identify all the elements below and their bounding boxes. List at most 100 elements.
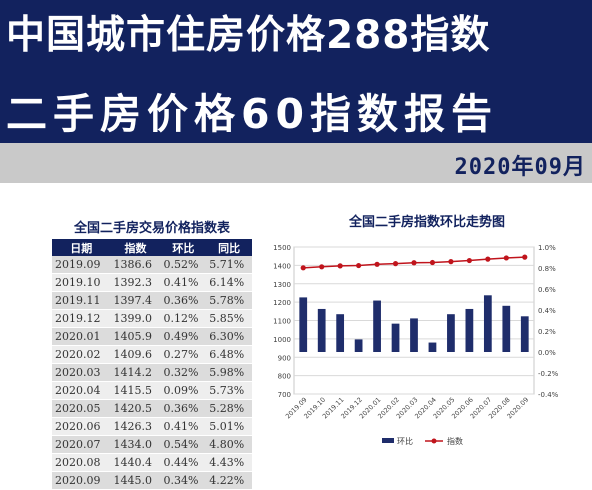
table-row: 2020.05 1420.5 0.36% 5.28% bbox=[52, 399, 252, 418]
bar-mom bbox=[410, 318, 418, 352]
y-right-tick-label: 0.2% bbox=[538, 328, 556, 336]
table-header-row: 日期 指数 环比 同比 bbox=[52, 239, 252, 256]
table-cell: 0.44% bbox=[160, 453, 207, 472]
table-row: 2020.03 1414.2 0.32% 5.98% bbox=[52, 363, 252, 382]
table-cell: 2020.08 bbox=[52, 453, 111, 472]
chart-title: 全国二手房指数环比走势图 bbox=[348, 215, 505, 230]
bar-mom bbox=[317, 308, 326, 352]
table-cell: 6.48% bbox=[206, 345, 252, 364]
table-row: 2020.08 1440.4 0.44% 4.43% bbox=[52, 453, 252, 472]
line-point-index bbox=[429, 259, 436, 266]
table-cell: 2020.04 bbox=[52, 381, 111, 400]
table-row: 2020.02 1409.6 0.27% 6.48% bbox=[52, 345, 252, 364]
table-cell: 1386.6 bbox=[110, 256, 161, 274]
table-cell: 0.41% bbox=[160, 273, 207, 292]
table-cell: 1414.2 bbox=[110, 363, 161, 382]
legend-marker-index bbox=[431, 438, 437, 444]
line-point-index bbox=[392, 261, 399, 267]
legend-label-index: 指数 bbox=[447, 436, 463, 446]
table-body: 2019.09 1386.6 0.52% 5.71% 2019.10 1392.3 0.41… bbox=[52, 256, 252, 490]
line-point-index bbox=[448, 259, 454, 265]
table-cell: 5.28% bbox=[206, 399, 252, 418]
table-cell: 1434.0 bbox=[110, 435, 161, 454]
y-left-tick-label: 1100 bbox=[273, 318, 291, 326]
line-point-index bbox=[411, 260, 417, 266]
table-cell: 1392.3 bbox=[110, 273, 161, 292]
table-row: 2020.07 1434.0 0.54% 4.80% bbox=[52, 435, 252, 454]
bar-mom bbox=[502, 305, 511, 352]
table-cell: 4.80% bbox=[206, 435, 252, 454]
table-cell: 5.98% bbox=[206, 363, 252, 382]
line-point-index bbox=[522, 254, 528, 260]
table-cell: 6.30% bbox=[206, 327, 252, 346]
bar-mom bbox=[391, 323, 400, 352]
date-bar: 2020年09月 bbox=[0, 143, 592, 183]
y-right-tick-label: 1.0% bbox=[538, 244, 556, 252]
table-cell: 5.01% bbox=[206, 417, 252, 436]
table-cell: 0.34% bbox=[160, 471, 207, 490]
y-left-tick-label: 1300 bbox=[273, 281, 291, 289]
table-row: 2020.06 1426.3 0.41% 5.01% bbox=[52, 417, 252, 436]
table-cell: 5.71% bbox=[206, 256, 252, 274]
line-point-index bbox=[466, 257, 472, 264]
bar-mom bbox=[336, 314, 345, 352]
table-cell: 5.73% bbox=[206, 381, 252, 400]
column-header: 日期 bbox=[52, 239, 111, 256]
table-row: 2019.12 1399.0 0.12% 5.85% bbox=[52, 309, 252, 328]
table-cell: 1397.4 bbox=[110, 291, 161, 310]
report-title-line2: 二手房价格60指数报告 bbox=[6, 90, 499, 138]
mom-trend-chart: 700 800 900 1000 1100 1200 1300 1400 1500 -0.4% -0… bbox=[273, 244, 559, 446]
y-left-tick-label: 1000 bbox=[273, 336, 291, 344]
table-cell: 6.14% bbox=[206, 273, 252, 292]
table-cell: 0.09% bbox=[160, 381, 207, 400]
table-cell: 4.22% bbox=[206, 471, 252, 490]
table-cell: 1420.5 bbox=[110, 399, 161, 418]
table-cell: 5.85% bbox=[206, 309, 252, 328]
line-point-index bbox=[300, 265, 306, 271]
bar-mom bbox=[520, 316, 529, 352]
table-cell: 0.54% bbox=[160, 435, 207, 454]
table-row: 2019.10 1392.3 0.41% 6.14% bbox=[52, 273, 252, 292]
table-cell: 1399.0 bbox=[110, 309, 161, 328]
table-cell: 2020.01 bbox=[52, 327, 111, 346]
legend-label-mom: 环比 bbox=[397, 436, 413, 446]
table-cell: 1426.3 bbox=[110, 417, 161, 436]
table-cell: 2020.02 bbox=[52, 345, 111, 364]
table-cell: 1405.9 bbox=[110, 327, 161, 346]
table-cell: 1409.6 bbox=[110, 345, 161, 364]
table-cell: 1445.0 bbox=[110, 471, 161, 490]
bar-mom bbox=[483, 295, 492, 352]
report-title-line1: 中国城市住房价格288指数 bbox=[6, 13, 491, 58]
table-cell: 2020.03 bbox=[52, 363, 111, 382]
table-cell: 0.36% bbox=[160, 399, 207, 418]
table-cell: 2019.10 bbox=[52, 273, 111, 292]
y-left-tick-label: 700 bbox=[278, 391, 291, 399]
y-left-tick-label: 900 bbox=[278, 354, 291, 362]
line-point-index bbox=[374, 261, 380, 267]
table-row: 2019.11 1397.4 0.36% 5.78% bbox=[52, 291, 252, 310]
bar-mom bbox=[354, 339, 363, 352]
table-cell: 0.32% bbox=[160, 363, 207, 382]
report-date: 2020年09月 bbox=[454, 155, 586, 180]
table-cell: 0.41% bbox=[160, 417, 207, 436]
column-header: 同比 bbox=[206, 239, 252, 256]
bar-mom bbox=[428, 342, 437, 352]
y-left-tick-label: 800 bbox=[278, 373, 291, 381]
y-right-tick-label: 0.8% bbox=[538, 265, 556, 273]
y-right-tick-label: -0.4% bbox=[538, 391, 559, 399]
chart-panel: 全国二手房指数环比走势图 700 800 900 1000 1100 1200 1300 14… bbox=[262, 206, 592, 475]
bar-mom bbox=[299, 297, 308, 352]
y-left-tick-label: 1500 bbox=[273, 244, 291, 252]
bar-mom bbox=[373, 300, 381, 352]
table-cell: 2020.06 bbox=[52, 417, 111, 436]
table-cell: 2020.05 bbox=[52, 399, 111, 418]
table-cell: 0.12% bbox=[160, 309, 207, 328]
table-row: 2020.04 1415.5 0.09% 5.73% bbox=[52, 381, 252, 400]
table-cell: 0.36% bbox=[160, 291, 207, 310]
line-point-index bbox=[485, 256, 491, 262]
table-cell: 2020.07 bbox=[52, 435, 111, 454]
price-index-table: 日期 指数 环比 同比 2019.09 1386.6 0.52% 5.71% 2019.… bbox=[52, 239, 252, 490]
table-row: 2020.01 1405.9 0.49% 6.30% bbox=[52, 327, 252, 346]
y-left-tick-label: 1400 bbox=[273, 262, 291, 270]
table-cell: 0.27% bbox=[160, 345, 207, 364]
